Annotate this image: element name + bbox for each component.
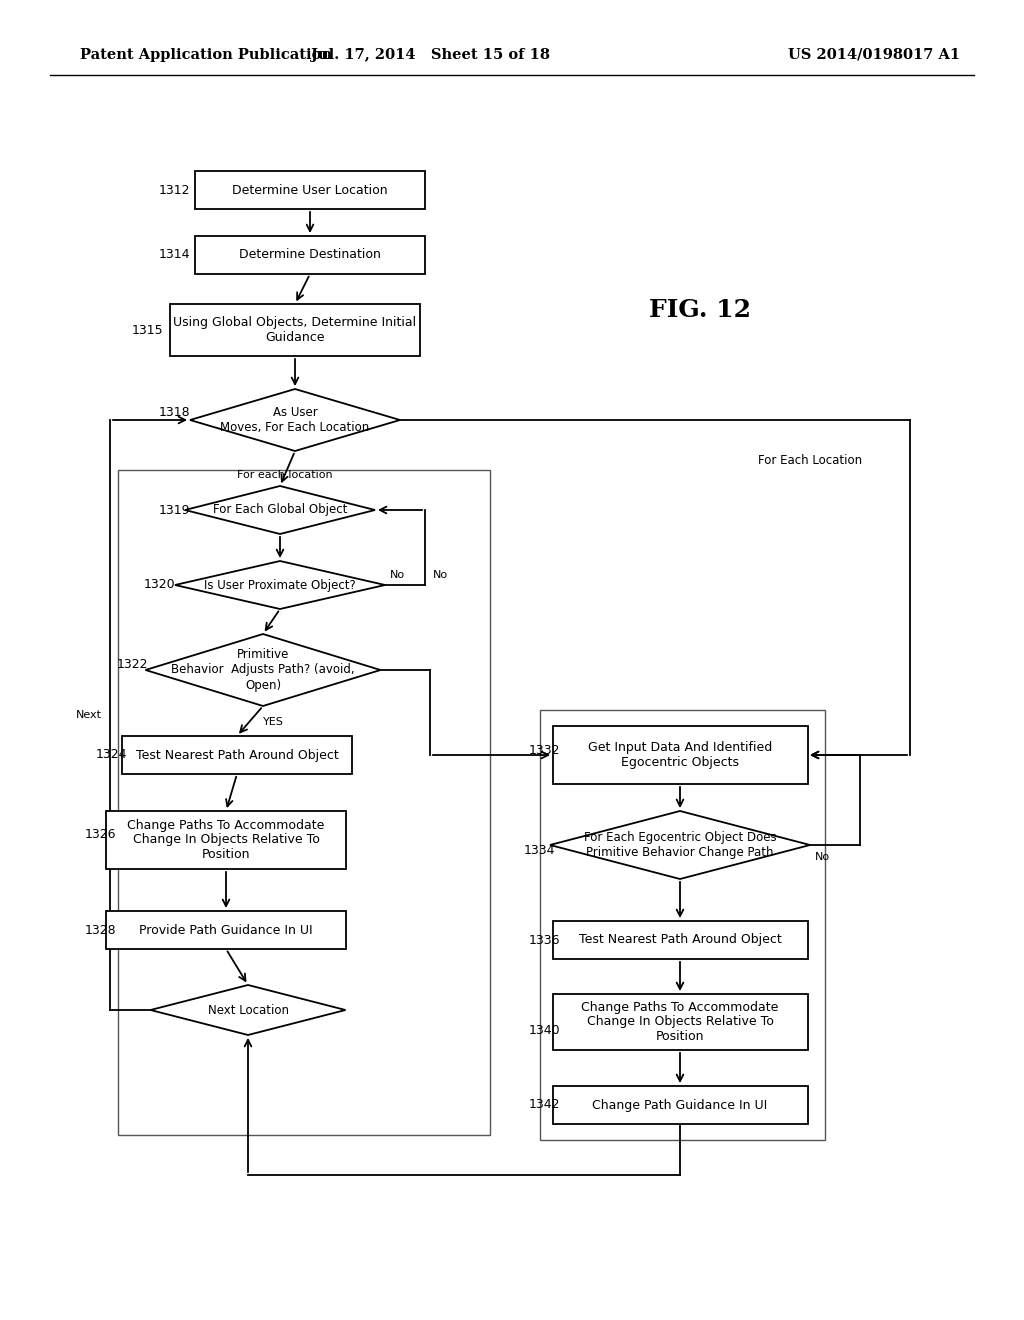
Text: No: No — [815, 851, 830, 862]
Text: 1332: 1332 — [528, 743, 560, 756]
Text: Test Nearest Path Around Object: Test Nearest Path Around Object — [579, 933, 781, 946]
FancyBboxPatch shape — [195, 172, 425, 209]
Polygon shape — [151, 985, 345, 1035]
FancyBboxPatch shape — [553, 994, 808, 1049]
Text: Determine User Location: Determine User Location — [232, 183, 388, 197]
Text: 1319: 1319 — [159, 503, 190, 516]
Text: Jul. 17, 2014   Sheet 15 of 18: Jul. 17, 2014 Sheet 15 of 18 — [310, 48, 550, 62]
Text: Primitive
Behavior  Adjusts Path? (avoid,
Open): Primitive Behavior Adjusts Path? (avoid,… — [171, 648, 354, 692]
Text: For Each Global Object: For Each Global Object — [213, 503, 347, 516]
Text: 1328: 1328 — [84, 924, 116, 936]
Text: YES: YES — [262, 717, 284, 727]
Polygon shape — [145, 634, 381, 706]
Polygon shape — [175, 561, 385, 609]
Text: 1336: 1336 — [528, 933, 560, 946]
Text: 1322: 1322 — [117, 659, 148, 672]
FancyBboxPatch shape — [553, 921, 808, 960]
Text: Change Path Guidance In UI: Change Path Guidance In UI — [592, 1098, 768, 1111]
Polygon shape — [550, 810, 810, 879]
Text: For Each Location: For Each Location — [758, 454, 862, 466]
Text: Is User Proximate Object?: Is User Proximate Object? — [204, 578, 356, 591]
Text: Provide Path Guidance In UI: Provide Path Guidance In UI — [139, 924, 312, 936]
FancyBboxPatch shape — [195, 236, 425, 275]
Text: 1314: 1314 — [159, 248, 190, 261]
Text: As User
Moves, For Each Location: As User Moves, For Each Location — [220, 407, 370, 434]
Text: No: No — [390, 570, 406, 579]
Text: 1324: 1324 — [95, 748, 127, 762]
FancyBboxPatch shape — [553, 1086, 808, 1125]
Text: 1312: 1312 — [159, 183, 190, 197]
FancyBboxPatch shape — [106, 911, 346, 949]
Text: No: No — [433, 570, 449, 579]
Text: US 2014/0198017 A1: US 2014/0198017 A1 — [787, 48, 961, 62]
Text: Using Global Objects, Determine Initial
Guidance: Using Global Objects, Determine Initial … — [173, 315, 417, 345]
Text: 1326: 1326 — [85, 829, 116, 842]
Text: Get Input Data And Identified
Egocentric Objects: Get Input Data And Identified Egocentric… — [588, 741, 772, 770]
Text: 1318: 1318 — [159, 405, 190, 418]
Text: Test Nearest Path Around Object: Test Nearest Path Around Object — [135, 748, 338, 762]
Text: Patent Application Publication: Patent Application Publication — [80, 48, 332, 62]
Text: For each location: For each location — [238, 470, 333, 480]
Text: For Each Egocentric Object Does
Primitive Behavior Change Path: For Each Egocentric Object Does Primitiv… — [584, 832, 776, 859]
Polygon shape — [185, 486, 375, 535]
FancyBboxPatch shape — [122, 737, 352, 774]
Text: Determine Destination: Determine Destination — [239, 248, 381, 261]
Text: Change Paths To Accommodate
Change In Objects Relative To
Position: Change Paths To Accommodate Change In Ob… — [127, 818, 325, 862]
FancyBboxPatch shape — [106, 810, 346, 869]
Text: FIG. 12: FIG. 12 — [649, 298, 751, 322]
Text: 1315: 1315 — [131, 323, 163, 337]
Text: Next: Next — [76, 710, 102, 719]
Text: 1320: 1320 — [143, 578, 175, 591]
FancyBboxPatch shape — [553, 726, 808, 784]
Text: Change Paths To Accommodate
Change In Objects Relative To
Position: Change Paths To Accommodate Change In Ob… — [582, 1001, 778, 1044]
Text: 1342: 1342 — [528, 1098, 560, 1111]
FancyBboxPatch shape — [170, 304, 420, 356]
Polygon shape — [190, 389, 400, 451]
Text: 1334: 1334 — [523, 843, 555, 857]
Text: Next Location: Next Location — [208, 1003, 289, 1016]
Text: 1340: 1340 — [528, 1023, 560, 1036]
